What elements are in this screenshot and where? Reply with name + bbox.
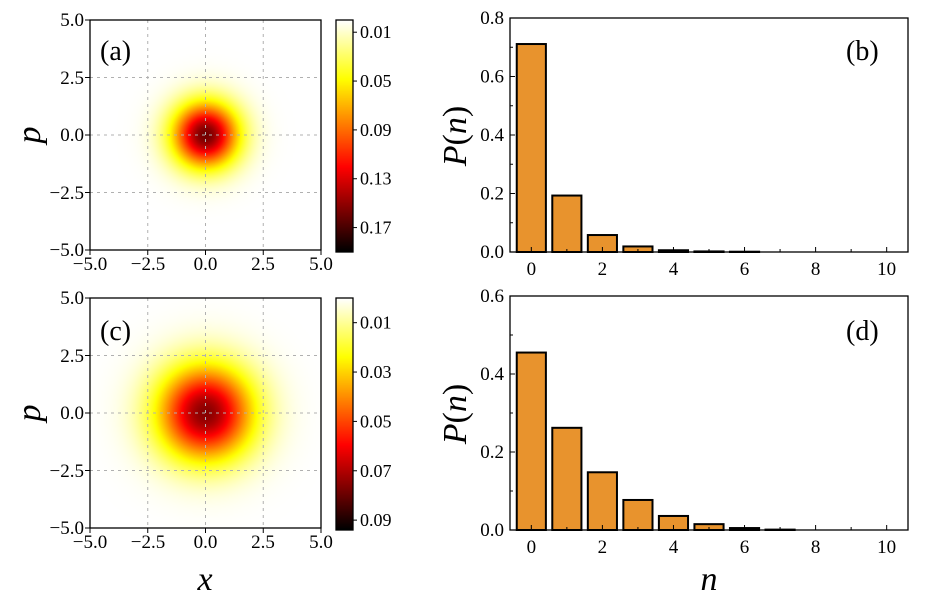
cbtick-a-2: 0.09 (360, 120, 392, 140)
xtick-c-1: −2.5 (131, 532, 165, 553)
ytick-c-2: 0.0 (60, 403, 84, 424)
ytick-a-2: 0.0 (60, 125, 84, 146)
panel-a: −5.0 −2.5 0.0 2.5 5.0 5.0 2.5 0.0 −2.5 −… (11, 10, 333, 275)
panel-label-d: (d) (846, 316, 879, 347)
ytick-a-3: −2.5 (50, 183, 84, 204)
colorbar-a-frame (335, 19, 354, 253)
ytick-d-0: 0.0 (480, 520, 504, 541)
cbtick-a-3: 0.13 (360, 169, 392, 189)
xlabel-c: x (196, 561, 212, 598)
xtick-b-3: 6 (740, 259, 750, 280)
colorbar-c-ticks (353, 322, 357, 521)
ylabel-d-symbol: P (437, 423, 474, 445)
ticks-a (85, 19, 322, 255)
ylabel-d-open: ( (437, 412, 474, 423)
xtick-a-4: 5.0 (309, 254, 333, 275)
ytick-d-1: 0.2 (480, 442, 504, 463)
grid-c (90, 298, 321, 528)
bar-b-1 (551, 194, 583, 253)
ylabel-b: P(n) (437, 106, 474, 167)
panel-d: 0 2 4 6 8 10 0.0 0.2 0.4 0.6 (d) P(n) n (437, 286, 909, 598)
bar-d-0 (515, 351, 547, 531)
xtick-c-0: −5.0 (73, 532, 107, 553)
panel-label-b: (b) (846, 36, 879, 67)
panel-c: −5.0 −2.5 0.0 2.5 5.0 5.0 2.5 0.0 −2.5 −… (11, 288, 333, 598)
xtick-b-4: 8 (811, 259, 821, 280)
xtick-b-2: 4 (669, 259, 679, 280)
xtick-a-0: −5.0 (73, 254, 107, 275)
xtick-c-3: 2.5 (251, 532, 275, 553)
ytick-b-3: 0.6 (480, 67, 504, 88)
ytick-d-3: 0.6 (480, 286, 504, 307)
cbtick-c-4: 0.09 (360, 510, 392, 530)
ytick-d-2: 0.4 (480, 364, 504, 385)
xtick-d-4: 8 (811, 537, 821, 558)
ylabel-d-var: n (437, 395, 474, 412)
ytick-b-0: 0.0 (480, 242, 504, 263)
cbtick-a-4: 0.17 (360, 218, 392, 238)
xtick-b-1: 2 (598, 259, 608, 280)
ytick-c-4: −5.0 (50, 518, 84, 539)
ytick-b-1: 0.2 (480, 184, 504, 205)
xtick-b-0: 0 (527, 259, 537, 280)
cbtick-a-1: 0.05 (360, 71, 392, 91)
bar-b-0 (515, 43, 547, 253)
cbtick-c-0: 0.01 (360, 313, 392, 333)
xlabel-d: n (701, 561, 718, 598)
ylabel-a: p (11, 127, 48, 146)
bar-d-1 (551, 426, 583, 532)
xtick-d-3: 6 (740, 537, 750, 558)
colorbar-c: 0.01 0.03 0.05 0.07 0.09 (335, 297, 392, 531)
ylabel-b-open: ( (437, 134, 474, 145)
ticks-c (85, 297, 322, 533)
ytick-b-4: 0.8 (480, 8, 504, 29)
colorbar-a-image (336, 20, 353, 252)
bars-b (515, 43, 761, 254)
xtick-c-4: 5.0 (309, 532, 333, 553)
ytick-a-0: 5.0 (60, 10, 84, 31)
ylabel-b-close: ) (437, 106, 474, 117)
panel-label-c: (c) (100, 316, 131, 347)
xtick-d-0: 0 (527, 537, 537, 558)
xtick-b-5: 10 (877, 259, 896, 280)
ytick-a-4: −5.0 (50, 240, 84, 261)
ylabel-c: p (11, 405, 48, 424)
ticks-b (510, 17, 888, 253)
bar-d-2 (586, 471, 618, 531)
ylabel-b-symbol: P (437, 145, 474, 167)
xtick-c-2: 0.0 (194, 532, 218, 553)
xtick-a-1: −2.5 (131, 254, 165, 275)
ytick-a-1: 2.5 (60, 68, 84, 89)
colorbar-a: 0.01 0.05 0.09 0.13 0.17 (335, 19, 392, 253)
colorbar-c-image (336, 298, 353, 530)
ytick-c-1: 2.5 (60, 346, 84, 367)
xtick-d-2: 4 (669, 537, 679, 558)
cbtick-c-3: 0.07 (360, 461, 392, 481)
bar-d-3 (622, 498, 654, 532)
ylabel-d-close: ) (437, 384, 474, 395)
cbtick-c-2: 0.05 (360, 411, 392, 431)
colorbar-a-ticks (353, 31, 357, 229)
cbtick-c-1: 0.03 (360, 362, 392, 382)
ylabel-d: P(n) (437, 384, 474, 445)
bars-d (515, 351, 796, 532)
xtick-a-3: 2.5 (251, 254, 275, 275)
panel-b: 0 2 4 6 8 10 0.0 0.2 0.4 0.6 0.8 (b) P(n… (437, 8, 909, 280)
ytick-b-2: 0.4 (480, 125, 504, 146)
colorbar-c-frame (335, 297, 354, 531)
ylabel-b-var: n (437, 117, 474, 134)
xtick-d-5: 10 (877, 537, 896, 558)
grid-a (90, 20, 321, 250)
ticks-d (510, 295, 888, 531)
cbtick-a-0: 0.01 (360, 22, 392, 42)
panel-label-a: (a) (100, 36, 131, 67)
ytick-c-0: 5.0 (60, 288, 84, 309)
ytick-c-3: −2.5 (50, 461, 84, 482)
xtick-a-2: 0.0 (194, 254, 218, 275)
xtick-d-1: 2 (598, 537, 608, 558)
